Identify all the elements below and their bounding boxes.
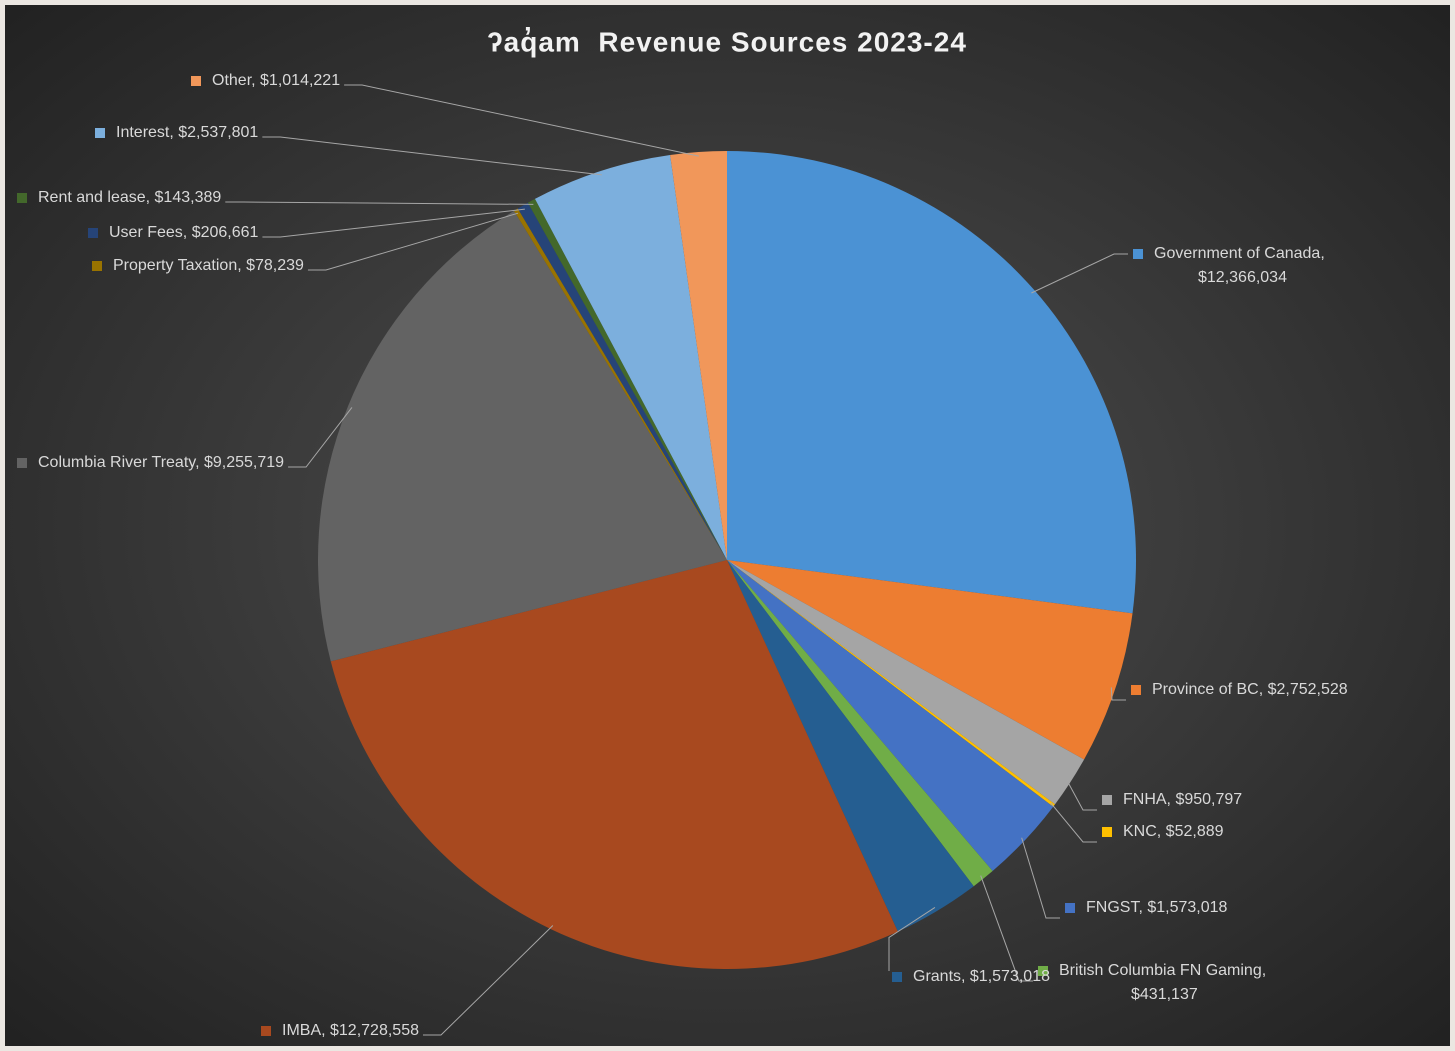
legend-swatch: [17, 193, 27, 203]
leader-line: [307, 212, 519, 271]
legend-swatch: [191, 76, 201, 86]
data-label: FNHA, $950,797: [1123, 791, 1242, 808]
pie-slice: [318, 210, 727, 662]
pie-slice: [727, 560, 1133, 760]
data-label-line: $431,137: [1131, 986, 1198, 1003]
pie-slice: [330, 560, 898, 969]
data-label-line: Government of Canada,: [1154, 245, 1325, 262]
legend-swatch: [92, 261, 102, 271]
data-label-line: $12,366,034: [1198, 269, 1287, 286]
legend-swatch: [1038, 966, 1048, 976]
data-label: Interest, $2,537,801: [116, 124, 258, 141]
leader-line: [1066, 779, 1097, 811]
legend-swatch: [1065, 903, 1075, 913]
legend-swatch: [1131, 685, 1141, 695]
pie-slice: [517, 202, 727, 561]
data-label: Grants, $1,573,018: [913, 968, 1050, 985]
leader-line: [422, 925, 554, 1036]
pie-slice: [534, 154, 727, 560]
data-label: Province of BC, $2,752,528: [1152, 681, 1348, 698]
leader-line: [225, 201, 534, 205]
data-label-line: British Columbia FN Gaming,: [1059, 962, 1266, 979]
data-label: User Fees, $206,661: [109, 224, 259, 241]
legend-swatch: [17, 458, 27, 468]
data-label: Property Taxation, $78,239: [113, 257, 304, 274]
leader-line: [262, 136, 602, 176]
leader-line: [344, 84, 699, 157]
data-label: Rent and lease, $143,389: [38, 189, 221, 206]
legend-swatch: [261, 1026, 271, 1036]
legend-swatch: [892, 972, 902, 982]
leader-line: [980, 875, 1033, 982]
legend-swatch: [1102, 795, 1112, 805]
pie-slice: [514, 208, 727, 560]
data-label: Government of Canada, $12,366,034: [1154, 245, 1325, 286]
leader-line: [1031, 253, 1128, 294]
pie-slice: [727, 560, 993, 887]
pie-slice: [670, 151, 727, 560]
legend-swatch: [1102, 827, 1112, 837]
legend-swatch: [1133, 249, 1143, 259]
pie-slice: [727, 560, 974, 932]
leader-line: [262, 208, 525, 238]
legend-swatch: [88, 228, 98, 238]
leader-line: [1110, 687, 1126, 701]
pie-slice: [727, 151, 1136, 614]
data-label: British Columbia FN Gaming, $431,137: [1059, 962, 1266, 1003]
data-label: FNGST, $1,573,018: [1086, 899, 1228, 916]
chart-title: ʔaq̓am Revenue Sources 2023-24: [487, 26, 967, 57]
legend-swatch: [95, 128, 105, 138]
data-label: IMBA, $12,728,558: [282, 1022, 419, 1039]
pie-slice: [727, 560, 1085, 805]
leader-line: [888, 907, 936, 971]
pie-slice: [727, 560, 1054, 872]
data-label: Other, $1,014,221: [212, 72, 340, 89]
pie-slice: [727, 560, 1055, 807]
data-label: KNC, $52,889: [1123, 823, 1224, 840]
leader-line: [1050, 802, 1097, 843]
data-label: Columbia River Treaty, $9,255,719: [38, 454, 284, 471]
pie-slice: [527, 198, 727, 560]
leader-line: [288, 407, 353, 468]
leader-line: [1021, 837, 1060, 919]
